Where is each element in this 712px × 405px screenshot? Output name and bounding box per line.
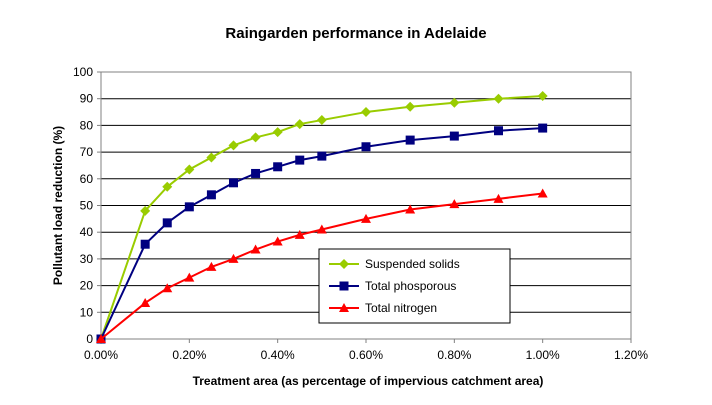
y-tick-label: 20 — [80, 279, 94, 293]
data-point-total-phosporous — [273, 162, 283, 172]
data-point-total-nitrogen — [449, 199, 460, 209]
data-point-total-nitrogen — [206, 261, 217, 271]
legend-swatch-marker — [339, 259, 349, 269]
legend-label: Total nitrogen — [365, 301, 437, 315]
series-total-nitrogen — [96, 188, 548, 343]
series-layer — [96, 91, 548, 344]
data-point-suspended-solids — [228, 140, 239, 151]
data-point-suspended-solids — [184, 164, 195, 175]
legend-item-total-nitrogen: Total nitrogen — [329, 301, 437, 315]
data-point-suspended-solids — [405, 101, 416, 112]
data-point-total-phosporous — [405, 135, 415, 145]
legend-swatch-marker — [339, 303, 349, 312]
data-point-suspended-solids — [250, 132, 261, 143]
data-point-total-nitrogen — [294, 229, 305, 239]
x-axis-title: Treatment area (as percentage of impervi… — [193, 374, 544, 388]
data-point-total-nitrogen — [228, 253, 239, 263]
data-point-total-nitrogen — [140, 297, 151, 307]
data-point-suspended-solids — [316, 115, 327, 126]
series-total-phosporous — [96, 123, 548, 344]
y-tick-label: 30 — [80, 252, 94, 266]
y-axis-title: Pollutant load reduction (%) — [51, 126, 65, 285]
data-point-suspended-solids — [206, 152, 217, 163]
data-point-total-nitrogen — [405, 204, 416, 214]
data-point-total-nitrogen — [96, 334, 106, 343]
y-tick-label: 100 — [73, 65, 93, 79]
x-tick-label: 1.20% — [614, 348, 648, 362]
data-point-total-phosporous — [295, 155, 305, 165]
data-point-total-phosporous — [494, 126, 503, 136]
data-point-suspended-solids — [294, 119, 305, 130]
x-tick-label: 0.20% — [172, 348, 206, 362]
data-point-total-nitrogen — [537, 188, 548, 198]
y-axis-ticks: 0 10 20 30 40 50 60 70 80 90 100 — [73, 65, 101, 346]
data-point-total-nitrogen — [361, 213, 371, 223]
series-suspended-solids — [96, 91, 548, 344]
x-axis-ticks: 0.00% 0.20% 0.40% 0.60% 0.80% 1.00% 1.20% — [84, 339, 648, 362]
x-tick-label: 0.40% — [261, 348, 295, 362]
data-point-total-nitrogen — [493, 193, 504, 203]
data-point-suspended-solids — [272, 127, 283, 138]
y-tick-label: 60 — [80, 172, 94, 186]
data-point-total-nitrogen — [272, 236, 283, 246]
x-tick-label: 0.60% — [349, 348, 383, 362]
data-point-total-nitrogen — [250, 244, 261, 254]
x-tick-label: 0.00% — [84, 348, 118, 362]
data-point-total-phosporous — [184, 202, 194, 212]
data-point-total-phosporous — [449, 131, 459, 141]
data-point-total-phosporous — [361, 142, 371, 152]
data-point-total-phosporous — [206, 190, 216, 200]
data-point-total-phosporous — [140, 239, 150, 249]
y-tick-label: 90 — [80, 92, 94, 106]
x-tick-label: 0.80% — [437, 348, 471, 362]
data-point-total-nitrogen — [316, 224, 327, 234]
legend-label: Suspended solids — [365, 257, 460, 271]
data-point-total-phosporous — [229, 178, 238, 188]
legend-item-total-phosporous: Total phosporous — [329, 279, 456, 293]
legend: Suspended solids Total phosporous Total ni… — [318, 248, 511, 324]
data-point-total-phosporous — [251, 168, 261, 178]
data-point-suspended-solids — [449, 97, 460, 108]
data-point-suspended-solids — [537, 91, 548, 102]
y-tick-label: 0 — [86, 332, 93, 346]
y-tick-label: 80 — [80, 118, 94, 132]
data-point-suspended-solids — [162, 181, 173, 192]
legend-label: Total phosporous — [365, 279, 456, 293]
data-point-total-nitrogen — [162, 283, 173, 293]
data-point-suspended-solids — [493, 93, 504, 104]
data-point-total-phosporous — [162, 218, 172, 228]
y-tick-label: 50 — [80, 199, 94, 213]
y-tick-label: 40 — [80, 225, 94, 239]
data-point-suspended-solids — [140, 205, 151, 216]
chart-title: Raingarden performance in Adelaide — [225, 25, 486, 42]
data-point-total-phosporous — [538, 123, 548, 133]
y-tick-label: 10 — [80, 305, 94, 319]
data-point-suspended-solids — [361, 107, 371, 118]
legend-swatch-marker — [339, 281, 349, 291]
data-point-total-phosporous — [317, 151, 327, 161]
legend-item-suspended-solids: Suspended solids — [329, 257, 460, 271]
y-tick-label: 70 — [80, 145, 94, 159]
data-point-total-nitrogen — [184, 272, 195, 282]
x-tick-label: 1.00% — [526, 348, 560, 362]
